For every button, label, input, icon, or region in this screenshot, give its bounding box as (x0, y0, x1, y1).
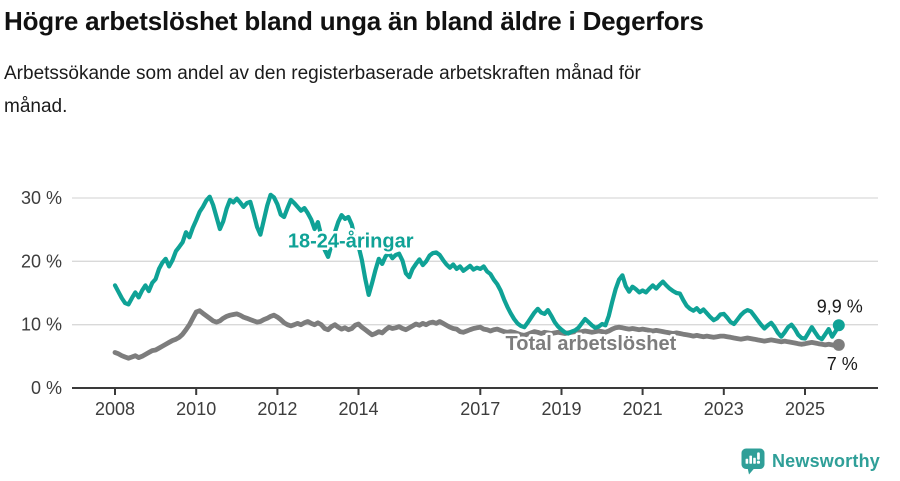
series-label-total: Total arbetslöshet (506, 333, 677, 355)
x-axis-label: 2014 (338, 399, 378, 419)
logo-bar-2 (749, 455, 752, 464)
x-axis-label: 2025 (785, 399, 825, 419)
series-line-youth (112, 192, 841, 342)
y-axis-label: 20 % (21, 251, 62, 271)
page-title: Högre arbetslöshet bland unga än bland ä… (4, 6, 704, 36)
chart-subtitle-line-1: Arbetssökande som andel av den registerb… (4, 62, 641, 84)
y-axis-label: 0 % (31, 378, 62, 398)
chart-header: Högre arbetslöshet bland unga än bland ä… (0, 6, 900, 123)
x-axis-label: 2023 (704, 399, 744, 419)
newsworthy-logo: Newsworthy (741, 448, 880, 475)
x-axis-label: 2019 (541, 399, 581, 419)
logo-bubble-shape (741, 448, 765, 469)
chart-subtitle-line-2: månad. (4, 95, 68, 117)
newsworthy-brand: Newsworthy (771, 451, 880, 471)
x-axis-label: 2017 (460, 399, 500, 419)
x-axis-label: 2010 (176, 399, 216, 419)
unemployment-line-chart: 0 % 10 % 20 % 30 % 2008 2010 2012 2014 2017 2019 2… (21, 188, 878, 419)
x-axis-label: 2021 (623, 399, 663, 419)
series-endpoint-youth (832, 319, 845, 332)
y-axis-label: 30 % (21, 188, 62, 208)
series-line-total (112, 308, 842, 361)
logo-bar-1 (745, 458, 749, 464)
series-end-value-total: 7 % (827, 354, 858, 374)
series-endpoint-total (832, 338, 845, 351)
logo-bar-3 (753, 457, 756, 464)
y-axis-label: 10 % (21, 315, 62, 335)
page: { "header": { "title": "Högre arbetslösh… (0, 6, 900, 481)
newsworthy-logo-icon (741, 448, 765, 475)
logo-bubble-tail (747, 467, 755, 475)
series-label-youth: 18-24-åringar (288, 229, 414, 252)
series-end-value-youth: 9,9 % (817, 296, 863, 316)
x-axis-label: 2012 (257, 399, 297, 419)
chart-subtitle: Arbetssökande som andel av den registerb… (4, 58, 900, 123)
logo-exclamation-dot (756, 460, 761, 464)
x-axis-label: 2008 (95, 399, 135, 419)
logo-exclamation-bar (757, 452, 760, 460)
